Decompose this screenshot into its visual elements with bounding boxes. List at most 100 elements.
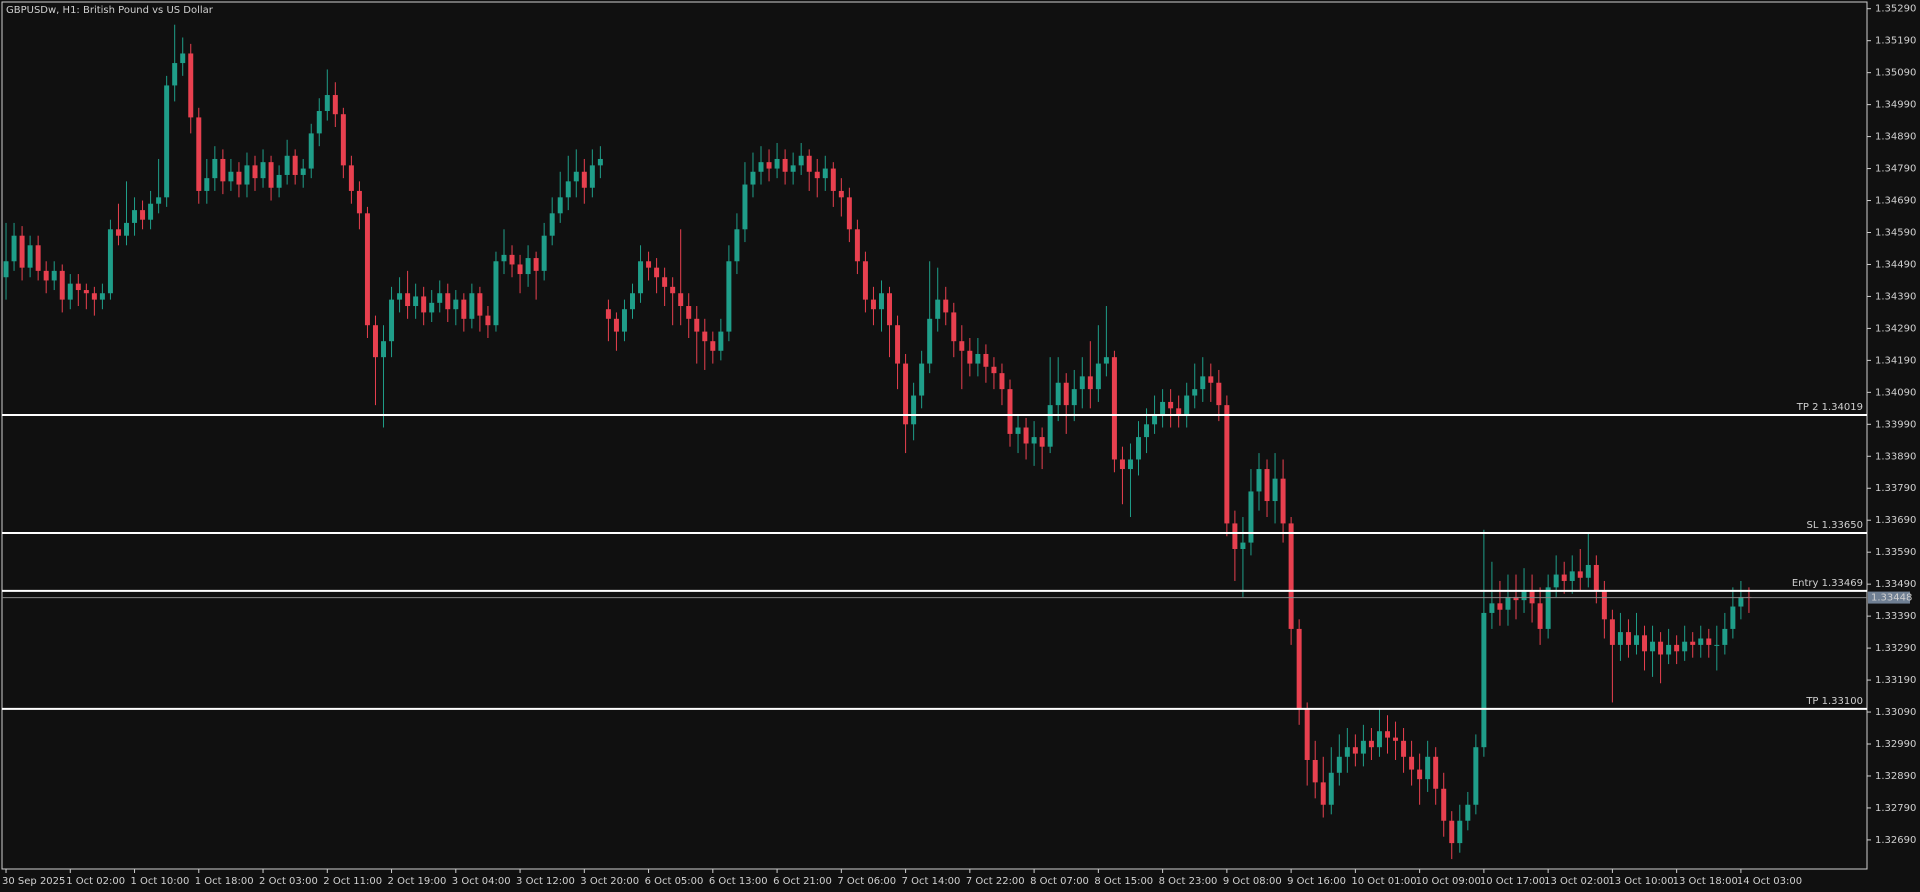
x-tick-label: 13 Oct 10:00 [1608, 876, 1673, 887]
candle-body [686, 306, 692, 319]
candle-body [919, 363, 925, 396]
candle-body [372, 325, 378, 358]
candle-body [1087, 376, 1093, 390]
candle-body [99, 293, 105, 300]
candle-body [300, 168, 306, 175]
candle-body [1497, 603, 1503, 610]
bid-label: 1.33448 [1871, 593, 1912, 604]
candle-body [1625, 632, 1631, 645]
candle-body [1256, 469, 1262, 492]
x-tick-label: 14 Oct 03:00 [1737, 876, 1802, 887]
candle-body [605, 309, 611, 319]
candle-body [790, 165, 796, 172]
candle-body [1473, 747, 1479, 805]
candle-body [132, 210, 138, 223]
candle-body [1296, 628, 1302, 709]
candle-body [1417, 769, 1423, 780]
candle-body [1071, 389, 1077, 406]
candle-body [397, 293, 403, 300]
candle-body [903, 363, 909, 425]
candle-body [830, 168, 836, 191]
y-tick-label: 1.34690 [1875, 196, 1916, 207]
candle-body [1401, 740, 1407, 757]
candle-body [356, 190, 362, 214]
candle-body [236, 171, 242, 185]
candle-body [1722, 628, 1728, 645]
candle-body [469, 293, 475, 319]
candle-body [252, 165, 258, 179]
level-label: TP 1.33100 [1805, 696, 1863, 707]
candle-body [1184, 395, 1190, 415]
candle-body [1360, 740, 1366, 754]
candle-body [429, 302, 435, 313]
candle-body [35, 245, 41, 271]
candle-body [1706, 638, 1712, 645]
y-tick-label: 1.35290 [1875, 4, 1916, 15]
candle-body [959, 341, 965, 351]
x-tick-label: 13 Oct 18:00 [1673, 876, 1738, 887]
candle-body [1312, 759, 1318, 783]
candle-body [1521, 590, 1527, 601]
candle-body [19, 235, 25, 268]
candle-body [1553, 574, 1559, 588]
candle-body [381, 341, 387, 358]
y-tick-label: 1.32790 [1875, 803, 1916, 814]
y-tick-label: 1.33390 [1875, 611, 1916, 622]
y-tick-label: 1.34290 [1875, 323, 1916, 334]
x-tick-label: 9 Oct 16:00 [1287, 876, 1346, 887]
candle-body [1633, 635, 1639, 645]
candle-body [870, 299, 876, 310]
candle-body [1192, 389, 1198, 396]
candle-body [437, 293, 443, 303]
candle-body [862, 261, 868, 300]
candle-body [951, 312, 957, 342]
candle-body [1376, 731, 1382, 748]
candle-body [662, 277, 668, 287]
candle-body [348, 165, 354, 191]
x-tick-label: 2 Oct 03:00 [259, 876, 318, 887]
candle-body [1545, 587, 1551, 629]
candle-body [1666, 644, 1672, 655]
y-tick-label: 1.32990 [1875, 739, 1916, 750]
candle-body [646, 261, 652, 268]
candle-body [3, 261, 9, 278]
candle-body [1609, 619, 1615, 645]
candle-body [1481, 612, 1487, 748]
candle-body [1393, 737, 1399, 741]
candle-body [525, 258, 531, 275]
candle-body [1224, 405, 1230, 524]
candle-body [565, 181, 571, 198]
candle-body [1465, 804, 1471, 821]
candle-body [1730, 606, 1736, 629]
candle-body [1674, 644, 1680, 652]
candle-body [284, 155, 290, 175]
y-tick-label: 1.33590 [1875, 547, 1916, 558]
y-tick-label: 1.34990 [1875, 100, 1916, 111]
y-tick-label: 1.33890 [1875, 451, 1916, 462]
y-tick-label: 1.33790 [1875, 483, 1916, 494]
candle-body [501, 254, 507, 262]
candle-body [581, 171, 587, 188]
candle-body [292, 155, 298, 175]
candle-body [124, 222, 129, 236]
candle-body [1176, 408, 1182, 415]
candle-body [1513, 596, 1519, 601]
x-tick-label: 7 Oct 22:00 [966, 876, 1025, 887]
candle-body [67, 283, 73, 300]
candle-body [316, 111, 322, 134]
candle-body [1577, 571, 1583, 578]
candle-body [895, 325, 901, 364]
candle-body [413, 296, 419, 307]
level-label: TP 2 1.34019 [1796, 402, 1863, 413]
candle-body [220, 158, 226, 182]
candle-body [140, 210, 146, 220]
y-tick-label: 1.34390 [1875, 291, 1916, 302]
candle-body [107, 229, 113, 294]
x-tick-label: 7 Oct 14:00 [902, 876, 961, 887]
candle-body [726, 261, 732, 332]
candle-body [1216, 382, 1222, 406]
y-tick-label: 1.32890 [1875, 771, 1916, 782]
candle-body [1031, 437, 1037, 444]
candle-body [1095, 363, 1101, 390]
